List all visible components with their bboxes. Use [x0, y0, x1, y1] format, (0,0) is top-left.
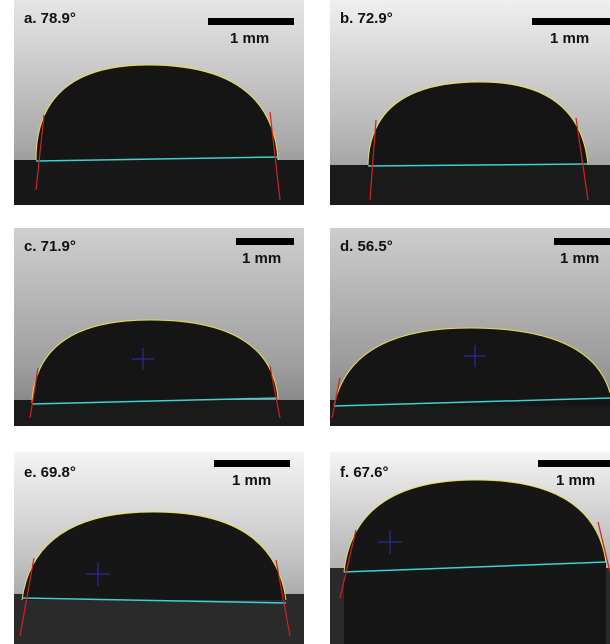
scale-bar-e — [214, 460, 290, 467]
scale-text-f: 1 mm — [556, 472, 596, 489]
panel-label-e: e. 69.8° — [24, 464, 76, 481]
scale-text-c: 1 mm — [242, 250, 282, 267]
droplet-image-c — [14, 228, 304, 426]
panel-label-f: f. 67.6° — [340, 464, 389, 481]
panel-e: e. 69.8° 1 mm — [14, 452, 304, 644]
scale-text-b: 1 mm — [550, 30, 590, 47]
panel-f: f. 67.6° 1 mm — [330, 452, 610, 644]
scale-bar-f — [538, 460, 610, 467]
scale-bar-a — [208, 18, 294, 25]
droplet-image-d — [330, 228, 610, 426]
panel-label-d: d. 56.5° — [340, 238, 393, 255]
panel-label-a: a. 78.9° — [24, 10, 76, 27]
panel-label-b: b. 72.9° — [340, 10, 393, 27]
panel-a: a. 78.9° 1 mm — [14, 0, 304, 205]
scale-bar-c — [236, 238, 294, 245]
scale-text-e: 1 mm — [232, 472, 272, 489]
droplet-image-a — [14, 0, 304, 205]
scale-bar-b — [532, 18, 610, 25]
panel-label-c: c. 71.9° — [24, 238, 76, 255]
scale-bar-d — [554, 238, 610, 245]
droplet-image-b — [330, 0, 610, 205]
droplet-image-f — [330, 452, 610, 644]
scale-text-a: 1 mm — [230, 30, 270, 47]
panel-d: d. 56.5° 1 mm — [330, 228, 610, 426]
panel-c: c. 71.9° 1 mm — [14, 228, 304, 426]
panel-b: b. 72.9° 1 mm — [330, 0, 610, 205]
droplet-image-e — [14, 452, 304, 644]
scale-text-d: 1 mm — [560, 250, 600, 267]
